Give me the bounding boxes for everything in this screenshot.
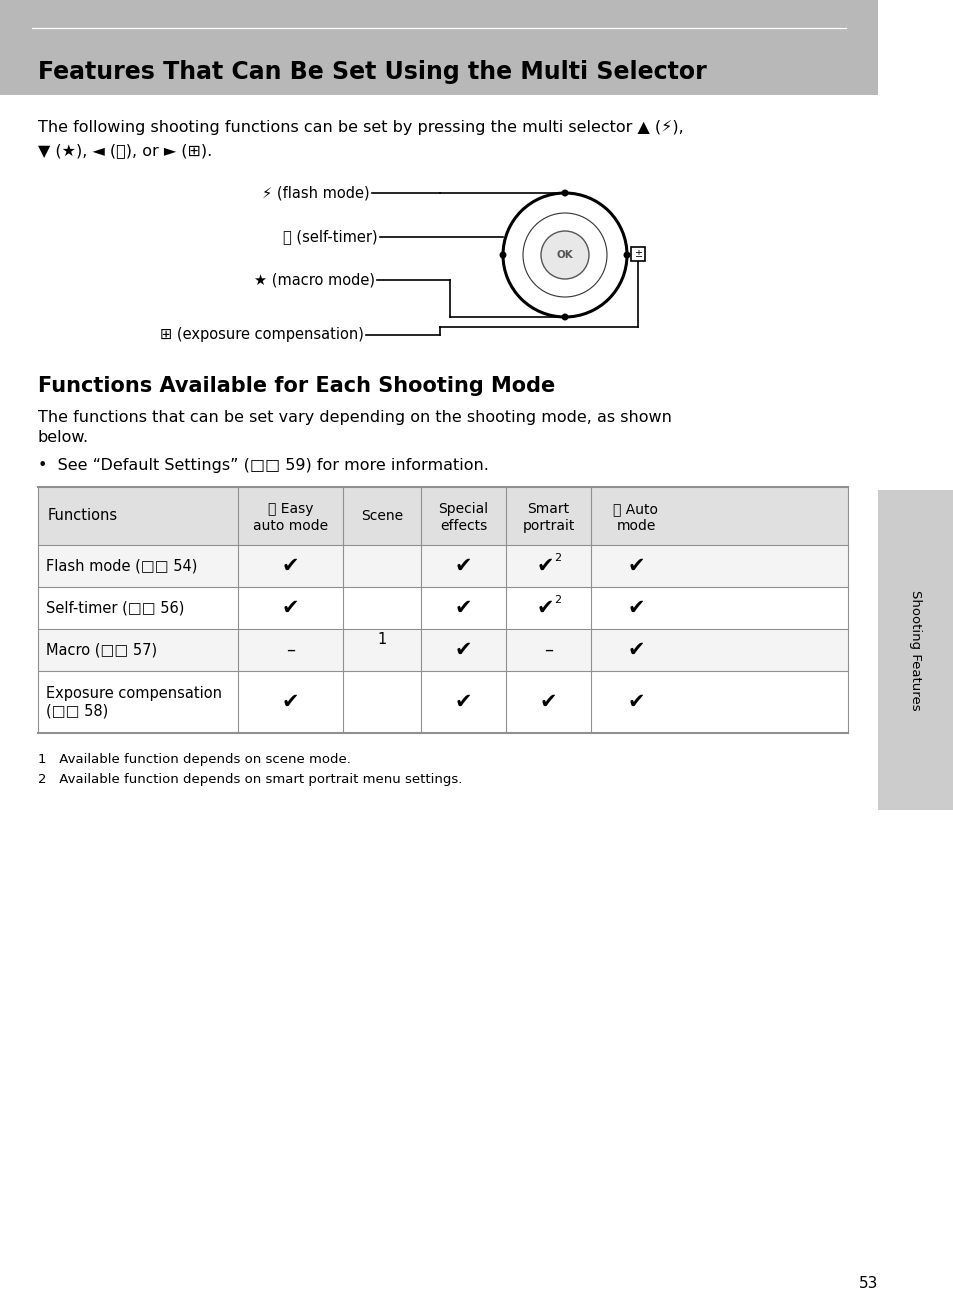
Text: Functions: Functions (48, 509, 118, 523)
Text: ✔: ✔ (537, 598, 554, 618)
Text: Functions Available for Each Shooting Mode: Functions Available for Each Shooting Mo… (38, 376, 555, 396)
Circle shape (540, 231, 588, 279)
Text: The following shooting functions can be set by pressing the multi selector ▲ (⚡): The following shooting functions can be … (38, 120, 683, 135)
Text: Smart: Smart (527, 502, 569, 516)
Text: The functions that can be set vary depending on the shooting mode, as shown: The functions that can be set vary depen… (38, 410, 671, 424)
Text: Features That Can Be Set Using the Multi Selector: Features That Can Be Set Using the Multi… (38, 60, 706, 84)
Bar (630, 247, 644, 261)
Text: ▼ (★), ◄ (⌛), or ► (⊞).: ▼ (★), ◄ (⌛), or ► (⊞). (38, 143, 212, 158)
Circle shape (561, 189, 568, 197)
Text: ✔: ✔ (626, 640, 644, 660)
Text: Macro (□□ 57): Macro (□□ 57) (46, 643, 157, 657)
Text: ✔: ✔ (626, 556, 644, 576)
Text: –: – (286, 641, 294, 660)
Text: 2: 2 (554, 595, 560, 604)
Text: Exposure compensation
(□□ 58): Exposure compensation (□□ 58) (46, 686, 222, 719)
Text: ⊞ (exposure compensation): ⊞ (exposure compensation) (160, 327, 364, 343)
Text: ±: ± (634, 248, 641, 259)
Text: auto mode: auto mode (253, 519, 328, 533)
Text: ✔: ✔ (455, 640, 472, 660)
Text: ✔: ✔ (455, 692, 472, 712)
Bar (38, 487, 847, 545)
Circle shape (499, 251, 506, 259)
Text: 1   Available function depends on scene mode.: 1 Available function depends on scene mo… (38, 753, 351, 766)
Text: 📷 Easy: 📷 Easy (268, 502, 313, 516)
Text: portrait: portrait (521, 519, 574, 533)
Text: ✔: ✔ (626, 692, 644, 712)
Text: Shooting Features: Shooting Features (908, 590, 922, 711)
Circle shape (561, 314, 568, 321)
Text: ✔: ✔ (539, 692, 557, 712)
Text: ★ (macro mode): ★ (macro mode) (253, 272, 375, 288)
Text: ✔: ✔ (281, 692, 299, 712)
Text: ✔: ✔ (537, 556, 554, 576)
Text: –: – (543, 641, 553, 660)
Bar (877, 490, 953, 809)
Text: •  See “Default Settings” (□□ 59) for more information.: • See “Default Settings” (□□ 59) for mor… (38, 459, 488, 473)
Text: Scene: Scene (360, 509, 402, 523)
Text: OK: OK (556, 250, 573, 260)
Text: below.: below. (38, 430, 89, 445)
Text: effects: effects (439, 519, 487, 533)
Text: Flash mode (□□ 54): Flash mode (□□ 54) (46, 558, 197, 573)
Text: 2: 2 (554, 553, 560, 562)
Text: 1: 1 (377, 632, 386, 646)
Text: ✔: ✔ (626, 598, 644, 618)
Bar (38, 629, 847, 671)
Circle shape (623, 251, 630, 259)
Bar (38, 671, 847, 733)
Text: Special: Special (438, 502, 488, 516)
Text: 2   Available function depends on smart portrait menu settings.: 2 Available function depends on smart po… (38, 773, 462, 786)
Bar (38, 587, 847, 629)
Text: ✔: ✔ (455, 598, 472, 618)
Bar (0, 0, 877, 95)
Text: ✔: ✔ (455, 556, 472, 576)
Text: ✔: ✔ (281, 556, 299, 576)
Text: ⚡ (flash mode): ⚡ (flash mode) (262, 185, 370, 201)
Text: ⌛ (self-timer): ⌛ (self-timer) (283, 230, 377, 244)
Text: mode: mode (616, 519, 655, 533)
Bar (38, 545, 847, 587)
Text: ✔: ✔ (281, 598, 299, 618)
Text: Self-timer (□□ 56): Self-timer (□□ 56) (46, 600, 184, 615)
Text: 53: 53 (858, 1276, 877, 1290)
Text: 📷 Auto: 📷 Auto (613, 502, 658, 516)
